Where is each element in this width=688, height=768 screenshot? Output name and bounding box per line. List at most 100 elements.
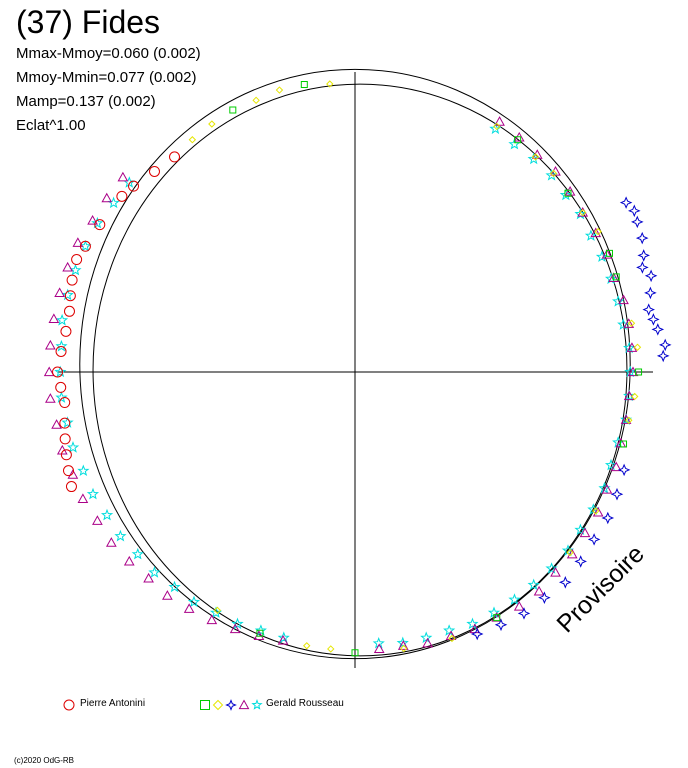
cyan-star-point <box>66 441 80 453</box>
antonini-point <box>59 433 71 445</box>
magenta-triangle-point <box>601 248 613 259</box>
magenta-triangle-point <box>618 294 629 305</box>
cyan-star-point <box>114 529 127 542</box>
magenta-triangle-point <box>162 590 173 600</box>
rousseau-point <box>303 642 311 650</box>
cyan-star-point <box>396 636 409 649</box>
blue-star-point <box>470 627 484 641</box>
magenta-triangle-point <box>277 634 289 645</box>
blue-star-point <box>631 215 644 229</box>
cyan-star-point <box>545 168 558 181</box>
rousseau-point <box>188 136 197 144</box>
magenta-triangle-point <box>54 287 65 297</box>
cyan-star-point <box>612 295 625 307</box>
rousseau-point <box>627 319 636 327</box>
rousseau-point <box>633 343 642 351</box>
cyan-star-point <box>231 617 244 630</box>
cyan-star-point <box>168 580 181 593</box>
legend-marker-rousseau-star <box>251 699 263 710</box>
legend-label-antonini: Pierre Antonini <box>80 698 146 709</box>
cyan-star-point <box>187 595 201 608</box>
antonini-point <box>55 345 67 357</box>
antonini-point <box>79 240 91 252</box>
rousseau-point <box>300 81 308 89</box>
magenta-triangle-point <box>206 614 218 625</box>
blue-star-point <box>644 269 658 283</box>
magenta-triangle-point <box>77 493 89 503</box>
cyan-star-point <box>545 562 558 574</box>
blue-star-point <box>517 607 531 620</box>
copyright: (c)2020 OdG-RB <box>14 756 75 765</box>
cyan-star-point <box>574 523 587 536</box>
magenta-triangle-point <box>183 603 195 613</box>
rousseau-point <box>564 189 572 197</box>
cyan-star-point <box>77 464 90 477</box>
cyan-star-point <box>61 416 74 428</box>
magenta-triangle-point <box>101 192 113 203</box>
cyan-star-point <box>131 547 144 560</box>
rousseau-point <box>229 106 237 114</box>
magenta-triangle-point <box>373 643 385 654</box>
magenta-triangle-point <box>45 339 56 350</box>
magenta-triangle-point <box>48 313 60 323</box>
antonini-point <box>55 381 67 393</box>
magenta-triangle-point <box>397 640 409 650</box>
rousseau-point <box>612 273 620 281</box>
antonini-point <box>62 465 74 477</box>
antonini-point <box>116 190 128 202</box>
blue-star-point <box>644 286 657 300</box>
cyan-star-point <box>86 487 100 500</box>
antonini-point <box>64 290 76 302</box>
cyan-star-point <box>623 341 636 354</box>
magenta-triangle-point <box>117 171 129 182</box>
legend-label-rousseau: Gerald Rousseau <box>266 698 344 709</box>
cyan-star-point <box>100 508 114 521</box>
antonini-point <box>169 151 181 163</box>
cyan-star-point <box>69 263 82 276</box>
magenta-triangle-point <box>601 483 613 494</box>
stat-eclat: Eclat^1.00 <box>16 117 86 134</box>
blue-star-point <box>656 349 670 363</box>
cyan-star-point <box>604 458 618 471</box>
cyan-star-point <box>61 288 74 301</box>
legend-marker-rousseau-triangle <box>238 699 250 710</box>
blue-star-point <box>558 575 572 589</box>
antonini-point <box>65 481 77 493</box>
antonini-point <box>94 219 106 231</box>
magenta-triangle-point <box>513 601 525 611</box>
cyan-star-point <box>254 624 267 636</box>
magenta-triangle-point <box>579 527 591 538</box>
cyan-star-point <box>508 593 521 605</box>
antonini-point <box>66 274 78 286</box>
blue-star-point <box>574 555 587 568</box>
reference-curve-0 <box>79 68 631 660</box>
cyan-star-point <box>55 391 68 403</box>
rousseau-point <box>625 416 633 424</box>
rousseau-point <box>327 645 335 653</box>
magenta-triangle-point <box>623 318 635 328</box>
rousseau-point <box>566 548 574 557</box>
stat-mmax-mmoy: Mmax-Mmoy=0.060 (0.002) <box>16 45 201 62</box>
antonini-point <box>60 449 72 461</box>
chart-title: (37) Fides <box>16 4 161 40</box>
legend-marker-antonini <box>63 699 75 711</box>
rousseau-point <box>326 80 334 88</box>
antonini-point <box>60 325 72 337</box>
magenta-triangle-point <box>623 390 635 401</box>
blue-star-point <box>658 338 672 352</box>
magenta-triangle-point <box>87 214 98 225</box>
blue-star-point <box>494 618 508 632</box>
rousseau-point <box>208 120 216 128</box>
cyan-star-point <box>420 631 433 644</box>
blue-star-point <box>636 261 649 274</box>
rousseau-point <box>549 169 558 178</box>
rousseau-point <box>592 507 600 515</box>
blue-star-point <box>651 323 665 336</box>
stat-mmoy-mmin: Mmoy-Mmin=0.077 (0.002) <box>16 69 197 86</box>
cyan-star-point <box>527 578 540 591</box>
rousseau-point <box>635 368 643 376</box>
blue-star-point <box>587 533 601 546</box>
magenta-triangle-point <box>105 537 117 547</box>
magenta-triangle-point <box>564 185 576 196</box>
cyan-star-point <box>443 624 456 636</box>
